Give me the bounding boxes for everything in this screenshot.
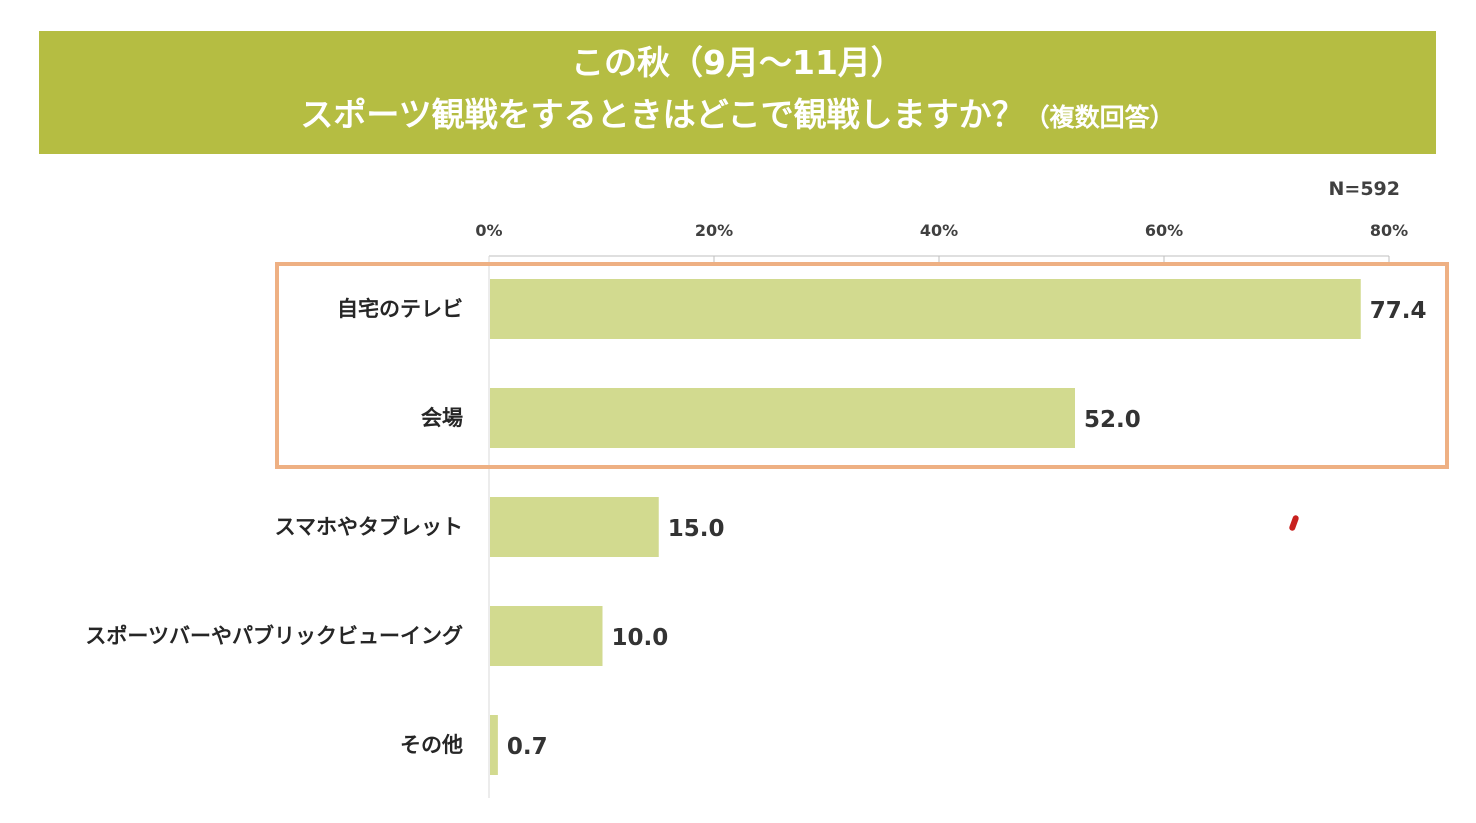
bar: [490, 279, 1361, 339]
chart-title-line1: この秋（9月～11月）: [571, 43, 904, 82]
chart-title-main: スポーツ観戦をするときはどこで観戦しますか？: [300, 95, 1025, 134]
data-label: 10.0: [612, 625, 669, 651]
chart-title-line2: スポーツ観戦をするときはどこで観戦しますか？（複数回答）: [39, 95, 1436, 138]
data-label: 52.0: [1084, 407, 1141, 433]
category-label: 会場: [421, 406, 463, 430]
bar: [490, 715, 498, 775]
chart-title-note: （複数回答）: [1024, 103, 1175, 132]
data-label: 0.7: [507, 734, 548, 760]
x-tick-label: 20%: [695, 221, 733, 240]
category-label: スマホやタブレット: [275, 515, 463, 539]
title-banner: この秋（9月～11月） スポーツ観戦をするときはどこで観戦しますか？（複数回答）: [39, 31, 1436, 154]
data-label: 77.4: [1370, 298, 1427, 324]
x-tick-label: 80%: [1370, 221, 1408, 240]
bar: [490, 497, 659, 557]
category-label: 自宅のテレビ: [337, 297, 463, 321]
highlight-box: [275, 262, 1449, 469]
category-label: スポーツバーやパブリックビューイング: [85, 624, 463, 648]
sample-size-label: N=592: [1328, 178, 1400, 200]
data-label: 15.0: [668, 516, 725, 542]
category-label: その他: [400, 733, 463, 757]
x-tick-label: 0%: [475, 221, 502, 240]
bar: [490, 606, 603, 666]
x-tick-label: 40%: [920, 221, 958, 240]
x-tick-label: 60%: [1145, 221, 1183, 240]
bar: [490, 388, 1075, 448]
